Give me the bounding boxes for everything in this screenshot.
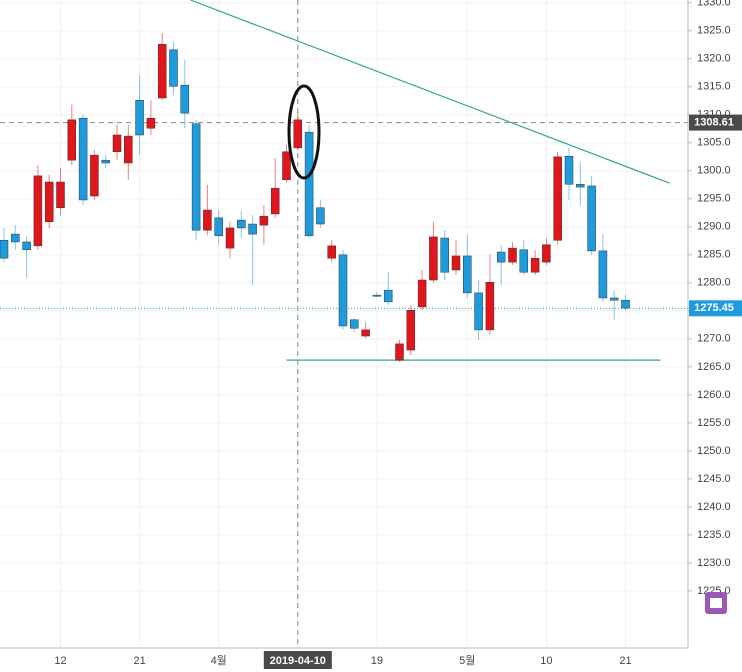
candle-body xyxy=(44,181,54,223)
candle-body xyxy=(304,131,314,237)
candle-body xyxy=(327,245,336,259)
candle-body xyxy=(316,207,325,225)
candle-body xyxy=(146,117,156,129)
candle-body xyxy=(180,84,190,114)
crosshair-x-label: 2019-04-10 xyxy=(270,655,326,667)
y-tick-label: 1295.0 xyxy=(697,193,731,205)
y-tick-label: 1305.0 xyxy=(697,137,731,149)
candle-body xyxy=(78,117,88,201)
candle-body xyxy=(90,154,99,197)
candle-body xyxy=(406,310,416,351)
last-price-label: 1275.45 xyxy=(694,302,734,314)
candle-body xyxy=(237,219,246,229)
candle-body xyxy=(33,175,43,247)
candle-body xyxy=(203,209,212,231)
candle-body xyxy=(417,279,427,308)
candle-body xyxy=(259,215,269,226)
y-tick-label: 1245.0 xyxy=(697,473,731,485)
crosshair-y-label: 1308.61 xyxy=(694,117,734,129)
candle-body xyxy=(56,181,65,209)
x-tick-label: 12 xyxy=(54,655,66,667)
candle-body xyxy=(361,329,370,337)
y-tick-label: 1250.0 xyxy=(697,445,731,457)
candle-body xyxy=(101,159,110,164)
candle-body xyxy=(496,251,506,263)
candle-body xyxy=(67,119,77,161)
crosshair-x-label-bg xyxy=(263,651,332,669)
y-tick-label: 1240.0 xyxy=(697,501,731,513)
candle-body xyxy=(542,244,551,263)
candle-body xyxy=(0,240,9,259)
y-tick-label: 1285.0 xyxy=(697,249,731,261)
y-tick-label: 1280.0 xyxy=(697,277,731,289)
y-tick-label: 1320.0 xyxy=(697,53,731,65)
y-tick-label: 1230.0 xyxy=(697,557,731,569)
candle-body xyxy=(451,255,461,271)
candle-body xyxy=(564,156,574,185)
y-tick-label: 1290.0 xyxy=(697,221,731,233)
y-tick-label: 1265.0 xyxy=(697,361,731,373)
x-tick-label: 19 xyxy=(371,655,383,667)
y-tick-label: 1255.0 xyxy=(697,417,731,429)
candle-body xyxy=(395,343,404,361)
candle-body xyxy=(485,282,495,331)
y-tick-label: 1315.0 xyxy=(697,81,731,93)
candle-body xyxy=(463,255,472,294)
candle-body xyxy=(338,254,348,327)
candle-body xyxy=(609,297,619,301)
candle-body xyxy=(508,247,517,263)
y-tick-label: 1330.0 xyxy=(697,0,731,9)
candle-body xyxy=(383,289,393,303)
plot xyxy=(0,0,688,648)
candle-body xyxy=(282,151,291,181)
x-tick-label: 21 xyxy=(133,655,145,667)
x-tick-label: 4월 xyxy=(211,654,227,667)
candle-body xyxy=(169,49,178,87)
trendline xyxy=(190,0,670,184)
candle-body xyxy=(214,217,223,237)
candle-body xyxy=(440,237,449,273)
candle-body xyxy=(157,43,167,99)
candle-body xyxy=(553,156,562,241)
candle-body xyxy=(621,299,630,309)
x-tick-label: 5월 xyxy=(459,654,475,667)
candle-body xyxy=(293,119,303,149)
candle-body xyxy=(22,241,31,251)
candle-body xyxy=(350,319,359,329)
y-tick-label: 1235.0 xyxy=(697,529,731,541)
crosshair-y-label-bg xyxy=(689,114,742,131)
candle-body xyxy=(135,100,144,136)
x-tick-label: 21 xyxy=(619,655,631,667)
candle-body xyxy=(474,292,483,331)
candle-body xyxy=(519,249,529,273)
candle-body xyxy=(11,233,20,243)
candle-body xyxy=(191,123,201,231)
y-tick-label: 1270.0 xyxy=(697,333,731,345)
candle-body xyxy=(225,227,235,249)
candle-body xyxy=(270,187,280,215)
candle-body xyxy=(112,134,122,153)
candle-body xyxy=(124,135,133,164)
news-icon xyxy=(710,598,722,608)
candle-body xyxy=(598,250,608,299)
y-tick-label: 1300.0 xyxy=(697,165,731,177)
candle-body xyxy=(530,257,540,273)
candle-body xyxy=(372,294,382,297)
highlight-ellipse xyxy=(287,84,321,180)
candle-body xyxy=(576,184,585,188)
last-price-label-bg xyxy=(689,300,742,317)
axes: 1225.01230.01235.01240.01245.01250.01255… xyxy=(54,0,742,669)
y-tick-label: 1325.0 xyxy=(697,25,731,37)
candle-body xyxy=(248,223,257,235)
y-tick-label: 1260.0 xyxy=(697,389,731,401)
candle-body xyxy=(429,236,438,281)
x-tick-label: 10 xyxy=(540,655,552,667)
candle-body xyxy=(587,185,596,252)
